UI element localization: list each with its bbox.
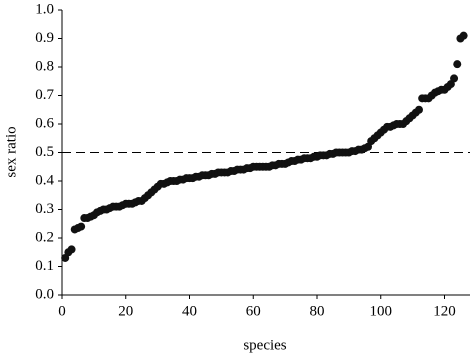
x-tick-label: 80 [310, 303, 325, 319]
y-tick-label: 0.8 [35, 58, 54, 74]
x-tick-label: 0 [58, 303, 66, 319]
y-tick-label: 0.5 [35, 144, 54, 160]
point [459, 31, 468, 40]
y-tick-label: 0.1 [35, 258, 54, 274]
point [453, 60, 462, 69]
x-tick-label: 60 [246, 303, 261, 319]
y-axis-label: sex ratio [3, 126, 19, 177]
x-tick-label: 120 [433, 303, 456, 319]
x-axis-label: species [243, 337, 286, 353]
y-tick-label: 0.6 [35, 115, 54, 131]
x-tick-label: 100 [370, 303, 393, 319]
point [450, 74, 459, 83]
y-tick-label: 0.0 [35, 286, 54, 302]
y-tick-label: 0.2 [35, 229, 54, 245]
y-tick-label: 0.3 [35, 201, 54, 217]
x-tick-label: 20 [118, 303, 133, 319]
y-tick-label: 1.0 [35, 1, 54, 17]
y-tick-label: 0.7 [35, 87, 54, 103]
y-tick-label: 0.9 [35, 30, 54, 46]
point [77, 222, 86, 231]
point [415, 105, 423, 114]
x-tick-label: 40 [182, 303, 197, 319]
y-tick-label: 0.4 [35, 172, 54, 188]
point [67, 245, 76, 254]
